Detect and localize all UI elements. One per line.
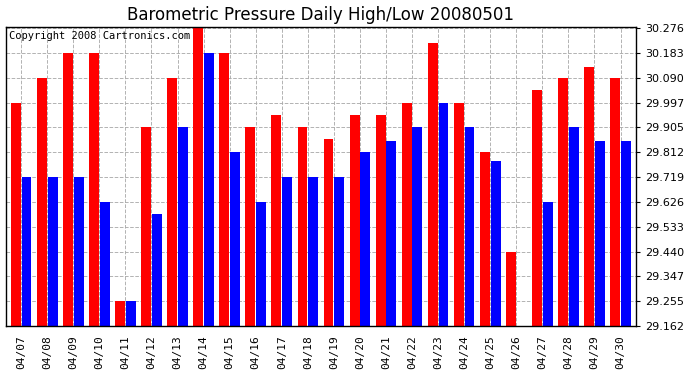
Bar <box>308 177 318 326</box>
Bar <box>141 127 151 326</box>
Bar <box>532 90 542 326</box>
Bar <box>464 127 475 326</box>
Bar <box>480 152 490 326</box>
Bar <box>256 202 266 326</box>
Bar <box>491 160 500 326</box>
Bar <box>584 67 594 326</box>
Bar <box>282 177 292 326</box>
Bar <box>595 141 604 326</box>
Bar <box>386 141 396 326</box>
Bar <box>558 78 568 326</box>
Bar <box>230 152 240 326</box>
Bar <box>48 177 57 326</box>
Bar <box>193 28 204 326</box>
Bar <box>126 301 136 326</box>
Bar <box>89 53 99 326</box>
Bar <box>115 301 125 326</box>
Bar <box>324 139 333 326</box>
Bar <box>376 115 386 326</box>
Bar <box>413 127 422 326</box>
Bar <box>506 252 516 326</box>
Bar <box>152 214 161 326</box>
Bar <box>63 53 73 326</box>
Bar <box>271 115 282 326</box>
Bar <box>178 127 188 326</box>
Bar <box>246 127 255 326</box>
Bar <box>621 141 631 326</box>
Bar <box>100 202 110 326</box>
Bar <box>334 177 344 326</box>
Title: Barometric Pressure Daily High/Low 20080501: Barometric Pressure Daily High/Low 20080… <box>128 6 514 24</box>
Bar <box>21 177 32 326</box>
Bar <box>569 127 579 326</box>
Bar <box>350 115 359 326</box>
Bar <box>543 202 553 326</box>
Bar <box>428 43 437 326</box>
Bar <box>297 127 308 326</box>
Bar <box>402 102 412 326</box>
Bar <box>167 78 177 326</box>
Bar <box>360 152 371 326</box>
Bar <box>74 177 83 326</box>
Bar <box>37 78 47 326</box>
Bar <box>204 53 214 326</box>
Bar <box>11 102 21 326</box>
Bar <box>439 102 449 326</box>
Bar <box>454 102 464 326</box>
Text: Copyright 2008 Cartronics.com: Copyright 2008 Cartronics.com <box>9 31 190 41</box>
Bar <box>610 78 620 326</box>
Bar <box>219 53 229 326</box>
